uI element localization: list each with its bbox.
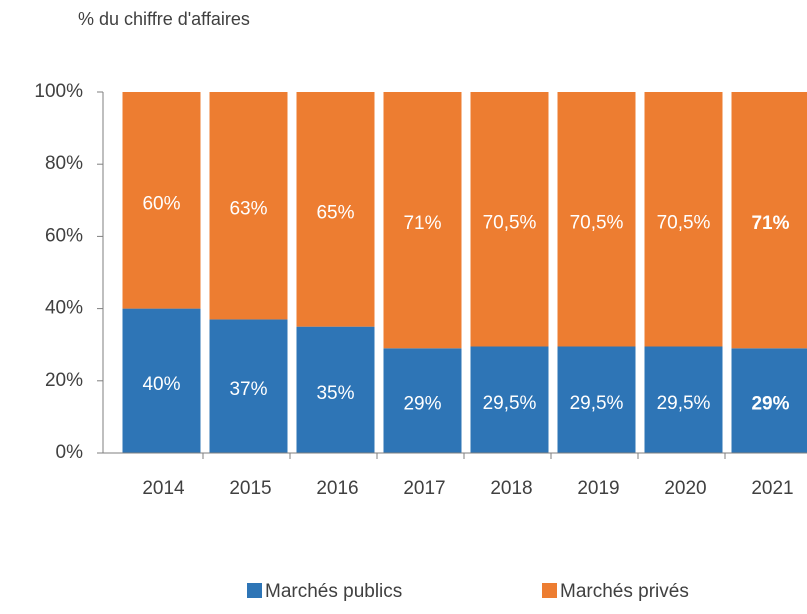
y-tick-label: 40% — [45, 298, 83, 319]
bar-segment — [209, 92, 288, 320]
bar-segment — [383, 92, 462, 349]
legend-swatch — [542, 583, 557, 598]
value-label: 65% — [316, 202, 354, 223]
value-label: 71% — [751, 213, 789, 234]
value-label: 70,5% — [483, 212, 537, 233]
bar-segment — [644, 92, 723, 347]
bar-segment — [557, 346, 636, 453]
x-tick-label: 2020 — [664, 478, 706, 499]
value-label: 71% — [403, 213, 441, 234]
chart-title: % du chiffre d'affaires — [78, 9, 250, 29]
y-tick-label: 20% — [45, 370, 83, 391]
x-tick-label: 2021 — [751, 478, 793, 499]
legend-label: Marchés publics — [265, 581, 402, 602]
value-label: 60% — [142, 193, 180, 214]
bar-segment — [731, 92, 807, 349]
bar-segment — [731, 348, 807, 453]
x-tick-label: 2014 — [142, 478, 185, 499]
value-label: 29% — [751, 394, 789, 415]
value-label: 29,5% — [657, 393, 711, 414]
y-tick-label: 100% — [34, 81, 83, 102]
value-label: 29,5% — [483, 393, 537, 414]
bar-segment — [296, 326, 375, 453]
bar-segment — [383, 348, 462, 453]
bar-segment — [644, 346, 723, 453]
value-label: 63% — [229, 199, 267, 220]
bar-segment — [470, 346, 549, 453]
bar-segment — [470, 92, 549, 347]
bar-segment — [122, 308, 201, 453]
y-tick-label: 80% — [45, 153, 83, 174]
x-tick-label: 2019 — [577, 478, 619, 499]
bar-segment — [209, 319, 288, 453]
bar-segment — [296, 92, 375, 327]
value-label: 70,5% — [570, 212, 624, 233]
bar-segment — [557, 92, 636, 347]
value-label: 37% — [229, 379, 267, 400]
y-tick-label: 0% — [56, 442, 84, 463]
value-label: 35% — [316, 383, 354, 404]
x-tick-label: 2016 — [316, 478, 358, 499]
bar-segment — [122, 92, 201, 309]
legend-label: Marchés privés — [560, 581, 689, 602]
x-tick-label: 2017 — [403, 478, 445, 499]
x-tick-label: 2018 — [490, 478, 532, 499]
value-label: 29,5% — [570, 393, 624, 414]
value-label: 40% — [142, 374, 180, 395]
y-tick-label: 60% — [45, 225, 83, 246]
legend-swatch — [247, 583, 262, 598]
value-label: 70,5% — [657, 212, 711, 233]
x-tick-label: 2015 — [229, 478, 271, 499]
value-label: 29% — [403, 394, 441, 415]
